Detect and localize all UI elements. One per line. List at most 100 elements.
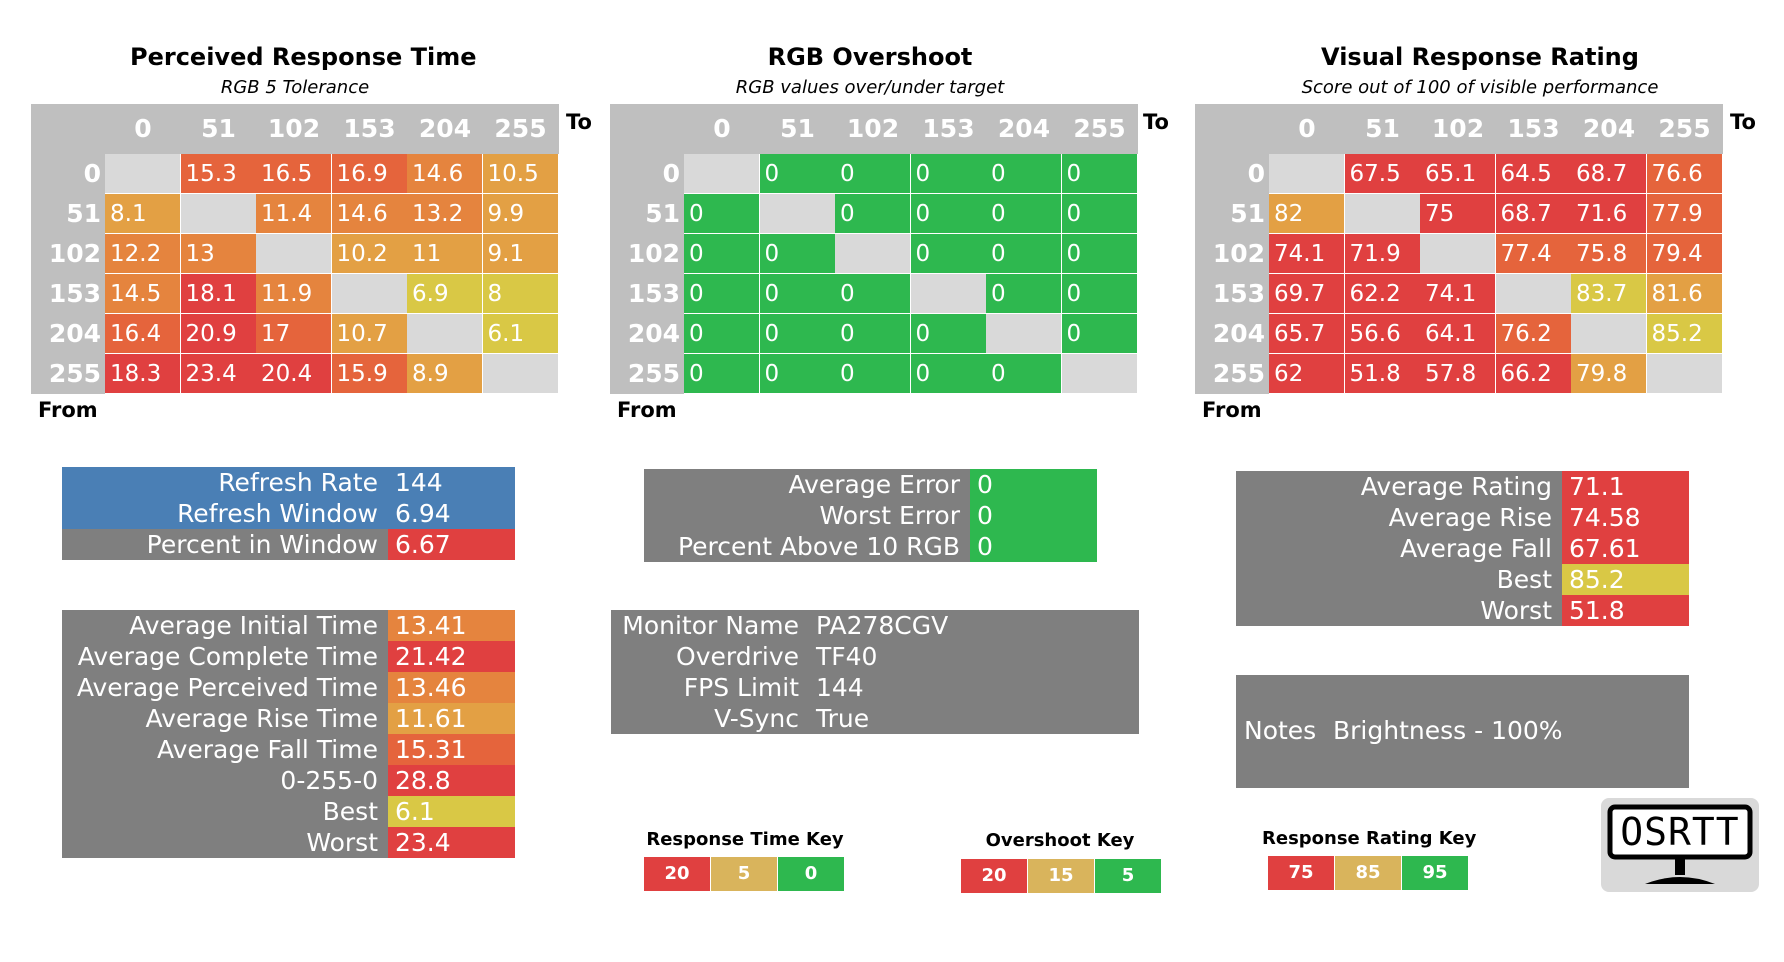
heatmap-subtitle-rating: Score out of 100 of visible performance bbox=[1301, 77, 1659, 98]
stat-row: Best 85.2 bbox=[1236, 564, 1689, 595]
stat-value: 0 bbox=[970, 469, 1097, 500]
heatmap-title-rating: Visual Response Rating bbox=[1321, 43, 1639, 71]
heatmap-cell: 64.5 bbox=[1495, 154, 1572, 194]
heatmap-cell-diagonal bbox=[256, 234, 332, 274]
stat-value: 85.2 bbox=[1562, 564, 1689, 595]
heatmap-cell-diagonal bbox=[331, 274, 408, 314]
heatmap-cell: 0 bbox=[759, 234, 836, 274]
stat-label: 0-255-0 bbox=[62, 765, 388, 796]
stat-value: 13.41 bbox=[388, 610, 515, 641]
row-header-51: 51 bbox=[31, 194, 105, 234]
row-header-153: 153 bbox=[1195, 274, 1269, 314]
stat-row: Percent in Window 6.67 bbox=[62, 529, 515, 560]
stat-label: FPS Limit bbox=[611, 672, 809, 703]
heatmap-cell: 0 bbox=[1061, 154, 1138, 194]
heatmap-cell-diagonal bbox=[910, 274, 987, 314]
row-header-204: 204 bbox=[610, 314, 684, 354]
heatmap-cell: 57.8 bbox=[1420, 354, 1496, 394]
heatmap-cell: 83.7 bbox=[1571, 274, 1647, 314]
heatmap-cell-diagonal bbox=[684, 154, 760, 194]
heatmap-cell-diagonal bbox=[1646, 354, 1723, 394]
heatmap-cell: 77.9 bbox=[1646, 194, 1723, 234]
timing-stats-block: Average Initial Time 13.41 Average Complet… bbox=[62, 610, 515, 858]
stat-value: 51.8 bbox=[1562, 595, 1689, 626]
heatmap-cell: 14.6 bbox=[407, 154, 483, 194]
from-label-overshoot: From bbox=[617, 398, 677, 422]
heatmap-cell: 67.5 bbox=[1344, 154, 1421, 194]
response-rating-key-title: Response Rating Key bbox=[1262, 828, 1477, 849]
row-header-0: 0 bbox=[610, 154, 684, 194]
stat-row: Average Fall Time 15.31 bbox=[62, 734, 515, 765]
stat-label: Average Perceived Time bbox=[62, 672, 388, 703]
heatmap-cell: 20.9 bbox=[180, 314, 257, 354]
heatmap-cell: 68.7 bbox=[1571, 154, 1647, 194]
stat-label: Worst bbox=[1236, 595, 1562, 626]
heatmap-cell: 62 bbox=[1269, 354, 1345, 394]
heatmap-cell: 18.3 bbox=[105, 354, 181, 394]
heatmap-cell: 85.2 bbox=[1646, 314, 1723, 354]
notes-label: Notes bbox=[1244, 716, 1317, 745]
heatmap-cell-diagonal bbox=[482, 354, 559, 394]
heatmap-cell: 79.4 bbox=[1646, 234, 1723, 274]
from-label-perceived: From bbox=[38, 398, 98, 422]
heatmap-cell: 82 bbox=[1269, 194, 1345, 234]
stat-row: Overdrive TF40 bbox=[611, 641, 1139, 672]
stat-label: Average Complete Time bbox=[62, 641, 388, 672]
stat-label: Average Initial Time bbox=[62, 610, 388, 641]
row-header-0: 0 bbox=[1195, 154, 1269, 194]
heatmap-cell: 0 bbox=[1061, 234, 1138, 274]
stat-label: Monitor Name bbox=[611, 610, 809, 641]
heatmap-cell: 62.2 bbox=[1344, 274, 1421, 314]
heatmap-cell: 0 bbox=[684, 274, 760, 314]
heatmap-subtitle-overshoot: RGB values over/under target bbox=[735, 77, 1005, 98]
heatmap-title-overshoot: RGB Overshoot bbox=[767, 43, 973, 71]
stat-value: 0 bbox=[970, 531, 1097, 562]
overshoot-key-title: Overshoot Key bbox=[985, 830, 1135, 851]
heatmap-cell: 0 bbox=[1061, 194, 1138, 234]
col-header-0: 0 bbox=[684, 104, 760, 154]
stat-row: FPS Limit 144 bbox=[611, 672, 1139, 703]
heatmap-cell: 71.9 bbox=[1344, 234, 1421, 274]
heatmap-cell: 66.2 bbox=[1495, 354, 1572, 394]
heatmap-cell: 13.2 bbox=[407, 194, 483, 234]
stat-row: Refresh Window 6.94 bbox=[62, 498, 515, 529]
heatmap-cell: 74.1 bbox=[1269, 234, 1345, 274]
heatmap-cell-diagonal bbox=[407, 314, 483, 354]
row-header-102: 102 bbox=[1195, 234, 1269, 274]
to-label-perceived: To bbox=[566, 110, 592, 134]
heatmap-cell: 0 bbox=[986, 274, 1062, 314]
stat-value: True bbox=[809, 703, 1139, 734]
response-time-key: 20 5 0 bbox=[644, 857, 845, 891]
heatmap-cell: 0 bbox=[684, 194, 760, 234]
col-header-255: 255 bbox=[1061, 104, 1138, 154]
stat-row: 0-255-0 28.8 bbox=[62, 765, 515, 796]
stat-value: 28.8 bbox=[388, 765, 515, 796]
monitor-info-block: Monitor Name PA278CGV Overdrive TF40 FPS Lim… bbox=[611, 610, 1139, 734]
row-header-0: 0 bbox=[31, 154, 105, 194]
col-header-51: 51 bbox=[759, 104, 836, 154]
heatmap-cell-diagonal bbox=[105, 154, 181, 194]
heatmap-cell: 51.8 bbox=[1344, 354, 1421, 394]
key-cell: 15 bbox=[1028, 859, 1095, 893]
col-header-153: 153 bbox=[331, 104, 408, 154]
heatmap-cell: 8 bbox=[482, 274, 559, 314]
heatmap-cell-diagonal bbox=[1061, 354, 1138, 394]
col-header-0: 0 bbox=[105, 104, 181, 154]
stat-row: Worst 23.4 bbox=[62, 827, 515, 858]
heatmap-cell: 18.1 bbox=[180, 274, 257, 314]
heatmap-cell: 9.1 bbox=[482, 234, 559, 274]
stat-row: Average Perceived Time 13.46 bbox=[62, 672, 515, 703]
heatmap-cell: 15.9 bbox=[331, 354, 408, 394]
heatmap-rgb-overshoot: 0 51 102 153 204 255 0 0 0 0 0 0 51 0 0 0 0 0 102 0 0 0 0 0 153 0… bbox=[610, 104, 1138, 394]
heatmap-cell: 11.9 bbox=[256, 274, 332, 314]
heatmap-cell-diagonal bbox=[1495, 274, 1572, 314]
stat-row: Percent Above 10 RGB 0 bbox=[644, 531, 1097, 562]
heatmap-cell: 16.4 bbox=[105, 314, 181, 354]
heatmap-cell: 0 bbox=[835, 194, 911, 234]
heatmap-cell-diagonal bbox=[180, 194, 257, 234]
heatmap-subtitle-perceived: RGB 5 Tolerance bbox=[220, 77, 370, 98]
col-header-204: 204 bbox=[986, 104, 1062, 154]
heatmap-cell-diagonal bbox=[1420, 234, 1496, 274]
stat-row: Average Rise 74.58 bbox=[1236, 502, 1689, 533]
stat-value: TF40 bbox=[809, 641, 1139, 672]
